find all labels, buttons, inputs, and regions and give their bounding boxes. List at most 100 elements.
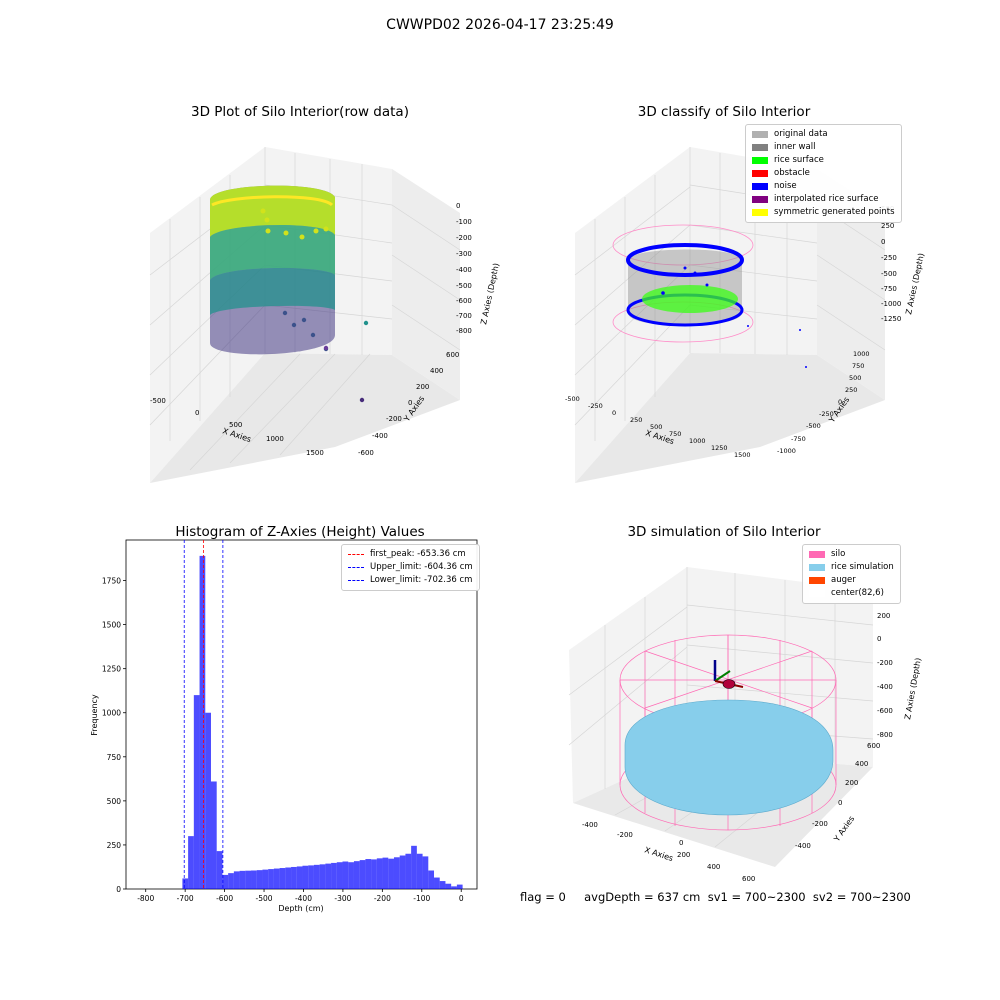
classify-xtick: -500 (565, 395, 580, 403)
simulation-ytick: 0 (838, 799, 842, 807)
histogram-xtick-label: -500 (256, 894, 273, 903)
histogram-bar (416, 853, 423, 889)
classify-xtick: 0 (612, 409, 616, 417)
classify-zlabel: Z Axies (Depth) (904, 252, 925, 315)
legend-label: rice surface (774, 155, 824, 165)
histogram-bar (451, 886, 457, 889)
histogram-bar (296, 866, 303, 889)
simulation-legend-item: silo (809, 548, 894, 561)
histogram-bar (205, 712, 211, 889)
classify-xtick: -250 (588, 402, 603, 410)
histogram-bar (199, 555, 206, 889)
histogram-bar (348, 862, 354, 889)
histogram-x-ticks: -800 -700 -600 -500 -400 -300 -200 -100 0 (137, 889, 464, 903)
simulation-plot-title: 3D simulation of Silo Interior (627, 524, 821, 540)
histogram-ytick-label: 0 (116, 885, 121, 894)
histogram-legend: first_peak: -653.36 cm Upper_limit: -604… (341, 544, 480, 591)
classify-ztick: -500 (881, 270, 897, 278)
classify-ytick: 1000 (853, 350, 870, 358)
histogram-ytick-label: 250 (107, 841, 122, 850)
classify-ztick: 250 (881, 222, 894, 230)
legend-swatch (809, 551, 825, 558)
histogram-bar (319, 864, 326, 889)
raw-ztick: -300 (456, 250, 472, 258)
histogram-bar (353, 861, 360, 889)
simulation-ztick: -200 (877, 659, 893, 667)
histogram-bar (434, 877, 440, 889)
histogram-bar (399, 855, 406, 889)
classify-3d-plot: 500 250 0 -250 -500 -750 -1000 -1250 Z A… (565, 147, 925, 483)
simulation-ytick: -200 (812, 820, 828, 828)
histogram-ytick-label: 1000 (102, 709, 121, 718)
histogram-bar (371, 859, 377, 889)
histogram-chart: -800 -700 -600 -500 -400 -300 -200 -100 0 0 250 50… (90, 539, 478, 913)
histogram-ytick-label: 500 (107, 797, 122, 806)
classify-legend-item: original data (752, 128, 895, 141)
histogram-bar (382, 857, 389, 889)
raw-ytick: -200 (386, 415, 402, 423)
histogram-xtick-label: -200 (374, 894, 391, 903)
classify-legend-item: rice surface (752, 154, 895, 167)
histogram-bar (411, 845, 417, 889)
simulation-legend-item: rice simulation (809, 561, 894, 574)
classify-ytick: -250 (819, 410, 834, 418)
classify-rice-surface (642, 285, 738, 313)
simulation-ztick: 0 (877, 635, 881, 643)
histogram-bar (342, 861, 349, 889)
histogram-bar (262, 869, 269, 889)
histogram-bars (182, 555, 463, 889)
histogram-bar (216, 851, 223, 889)
classify-axes-panes (574, 147, 886, 483)
histogram-bar (313, 864, 320, 889)
legend-swatch (752, 131, 768, 138)
legend-swatch (752, 144, 768, 151)
histogram-bar (393, 857, 400, 889)
raw-ytick: 600 (446, 351, 459, 359)
histogram-xlabel: Depth (cm) (278, 904, 323, 913)
raw-pane-right (392, 169, 460, 400)
classify-legend-item: symmetric generated points (752, 206, 895, 219)
legend-swatch (809, 564, 825, 571)
raw-ztick: -500 (456, 282, 472, 290)
classify-legend: original data inner wall rice surface ob… (745, 124, 902, 223)
simulation-ztick: -400 (877, 683, 893, 691)
histogram-bar (331, 862, 337, 889)
histogram-bar (268, 869, 274, 889)
histogram-bar (279, 868, 286, 889)
legend-swatch (752, 196, 768, 203)
histogram-xtick-label: -700 (177, 894, 194, 903)
legend-label: auger (831, 575, 856, 585)
classify-xtick: 250 (630, 416, 642, 424)
classify-noise-points (661, 266, 807, 368)
histogram-bar (428, 870, 435, 889)
histogram-bar (445, 883, 452, 889)
histogram-ylabel: Frequency (90, 694, 99, 736)
histogram-ytick-label: 1500 (102, 621, 121, 630)
simulation-ytick: 200 (845, 779, 858, 787)
simulation-ytick: -400 (795, 842, 811, 850)
histogram-bar (291, 866, 297, 889)
classify-ytick: -750 (791, 435, 806, 443)
raw-ztick: -400 (456, 266, 472, 274)
raw-xtick: -500 (150, 397, 166, 405)
classify-xtick: 500 (650, 423, 662, 431)
histogram-bar (308, 865, 314, 889)
simulation-y-ticks: -400 -200 0 200 400 600 (795, 742, 880, 850)
histogram-bar (405, 853, 412, 889)
raw-outlier-points (282, 310, 369, 403)
histogram-y-ticks: 0 250 500 750 1000 1250 1500 1750 (102, 577, 126, 894)
classify-ytick: -1000 (777, 447, 796, 455)
legend-swatch (809, 590, 825, 597)
legend-label: Upper_limit: -604.36 cm (370, 562, 473, 572)
classify-silo-outline-top (612, 224, 754, 266)
histogram-legend-item: Upper_limit: -604.36 cm (348, 561, 473, 574)
histogram-bar (245, 870, 252, 889)
simulation-rice-surface (624, 699, 834, 816)
classify-y-ticks: -1000 -750 -500 -250 0 250 500 750 1000 (777, 350, 870, 455)
histogram-bar (325, 863, 332, 889)
raw-xtick: 500 (229, 421, 242, 429)
histogram-bar (233, 871, 240, 889)
classify-pane-floor (575, 353, 885, 483)
raw-ytick: 400 (430, 367, 443, 375)
raw-ytick: -400 (372, 432, 388, 440)
